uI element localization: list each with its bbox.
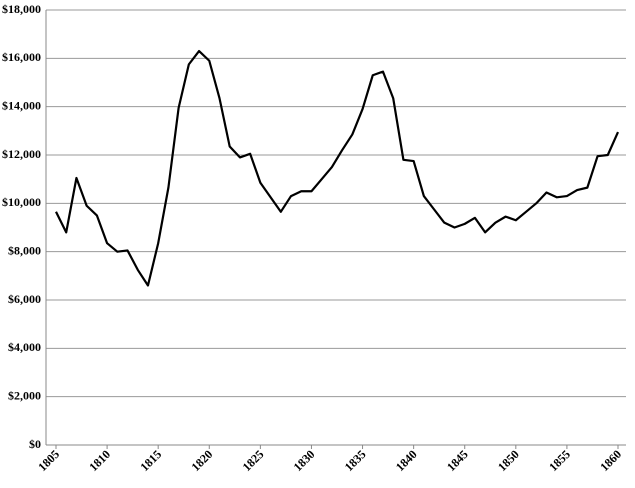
y-tick-label: $12,000 (2, 147, 41, 161)
x-tick-label: 1820 (188, 447, 215, 474)
x-tick-label: 1850 (495, 447, 522, 474)
x-tick-label: 1855 (546, 447, 573, 474)
y-tick-label: $0 (29, 437, 41, 451)
x-tick-label: 1860 (597, 447, 624, 474)
x-tick-label: 1840 (393, 447, 420, 474)
y-tick-label: $14,000 (2, 98, 41, 112)
y-tick-label: $16,000 (2, 50, 41, 64)
y-tick-label: $2,000 (8, 388, 41, 402)
y-tick-label: $10,000 (2, 195, 41, 209)
x-tick-label: 1830 (291, 447, 318, 474)
x-tick-label: 1815 (137, 447, 164, 474)
x-tick-label: 1845 (444, 447, 471, 474)
x-tick-label: 1805 (35, 447, 62, 474)
y-tick-label: $18,000 (2, 2, 41, 16)
data-line (55, 49, 620, 287)
x-tick-label: 1825 (240, 447, 267, 474)
y-tick-label: $8,000 (8, 243, 41, 257)
x-tick-label: 1810 (86, 447, 113, 474)
y-tick-label: $4,000 (8, 340, 41, 354)
y-tick-label: $6,000 (8, 292, 41, 306)
x-tick-label: 1835 (342, 447, 369, 474)
